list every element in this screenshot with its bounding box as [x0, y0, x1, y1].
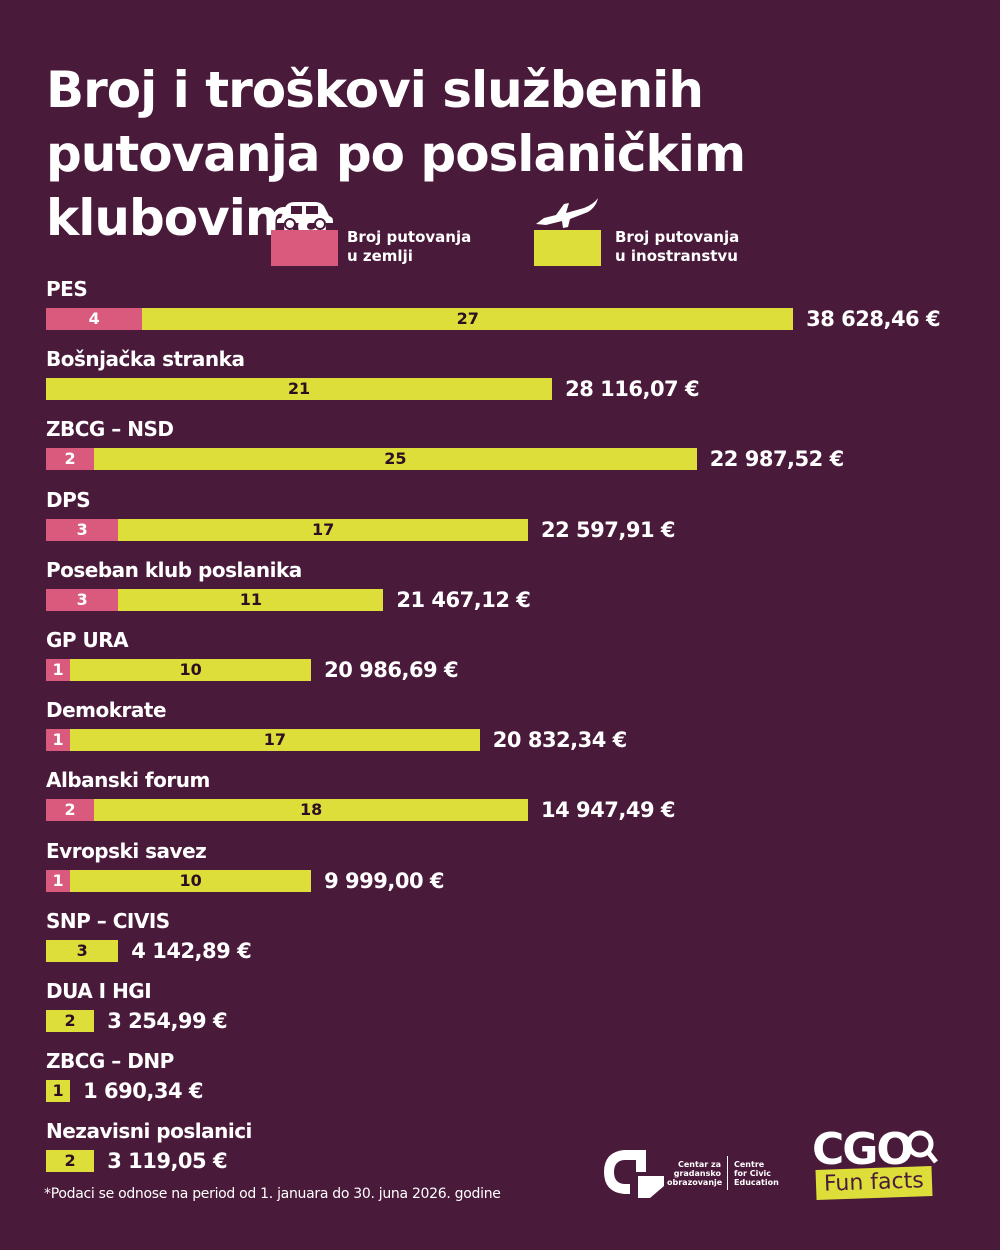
bar-abroad: 2 — [46, 1010, 95, 1032]
row-label: ZBCG – DNP — [46, 1049, 174, 1074]
bar-abroad: 17 — [118, 518, 528, 541]
magnifier-icon — [906, 1130, 938, 1164]
bar-domestic: 3 — [46, 588, 119, 611]
cost-label: 1 690,34 € — [83, 1079, 203, 1104]
row-label: PES — [46, 277, 88, 301]
brand-tagline: Fun facts — [815, 1165, 933, 1201]
bar-domestic: 1 — [46, 869, 71, 892]
row-label: Evropski savez — [46, 838, 207, 863]
bar-abroad: 11 — [118, 588, 384, 611]
bar-abroad: 3 — [46, 939, 119, 962]
bar-abroad: 21 — [46, 378, 553, 401]
cgo-logo-icon — [604, 1150, 664, 1198]
cost-label: 22 987,52 € — [709, 447, 845, 472]
legend-swatch-abroad — [534, 230, 601, 266]
row-label: ZBCG – NSD — [46, 417, 174, 442]
page-title: Broj i troškovi službenih putovanja po p… — [46, 61, 746, 247]
row-label: GP URA — [46, 628, 129, 652]
cost-label: 20 832,34 € — [492, 728, 628, 753]
row-label: Nezavisni poslanici — [46, 1119, 252, 1144]
cost-label: 4 142,89 € — [131, 938, 252, 963]
cost-label: 3 119,05 € — [107, 1149, 228, 1174]
row-label: Bošnjačka stranka — [46, 347, 245, 372]
legend-label-domestic: Broj putovanja u zemlji — [347, 228, 472, 265]
row-label: DUA I HGI — [46, 979, 152, 1003]
org-divider — [727, 1156, 728, 1190]
cost-label: 14 947,49 € — [541, 798, 676, 823]
cost-label: 38 628,46 € — [806, 307, 941, 331]
bar-abroad: 10 — [70, 659, 312, 681]
row-label: Poseban klub poslanika — [46, 557, 302, 582]
cgo-fun-facts-logo: CGO Fun facts — [812, 1128, 942, 1204]
row-label: Albanski forum — [46, 768, 210, 793]
row-label: Demokrate — [46, 698, 167, 723]
legend-label-abroad: Broj putovanja u inostranstvu — [615, 228, 740, 265]
bar-domestic: 2 — [46, 448, 95, 471]
bar-domestic: 4 — [46, 308, 143, 330]
bar-domestic: 1 — [46, 659, 71, 681]
cost-label: 9 999,00 € — [324, 868, 444, 893]
bar-abroad: 10 — [70, 869, 312, 892]
bar-domestic: 3 — [46, 518, 119, 541]
cost-label: 20 986,69 € — [324, 658, 459, 682]
cost-label: 21 467,12 € — [396, 587, 531, 612]
bar-abroad: 18 — [94, 799, 528, 822]
cost-label: 22 597,91 € — [541, 517, 676, 542]
org-name-en: Centre for Civic Education — [734, 1160, 779, 1187]
cost-label: 3 254,99 € — [107, 1009, 228, 1033]
bar-abroad: 17 — [70, 729, 480, 752]
brand-cgo: CGO — [812, 1124, 914, 1175]
bar-abroad: 1 — [46, 1080, 71, 1103]
org-name-local: Centar za gradansko obrazovanje — [667, 1160, 723, 1187]
legend-swatch-domestic — [271, 230, 338, 266]
car-icon — [277, 202, 333, 230]
bar-domestic: 1 — [46, 729, 71, 752]
bar-abroad: 25 — [94, 448, 697, 471]
footnote: *Podaci se odnose na period od 1. januar… — [44, 1186, 501, 1202]
bar-abroad: 27 — [142, 308, 794, 330]
cost-label: 28 116,07 € — [565, 377, 700, 402]
row-label: SNP – CIVIS — [46, 908, 170, 933]
row-label: DPS — [46, 487, 91, 512]
bar-domestic: 2 — [46, 799, 95, 822]
bar-abroad: 2 — [46, 1150, 95, 1173]
airplane-icon — [536, 198, 598, 228]
